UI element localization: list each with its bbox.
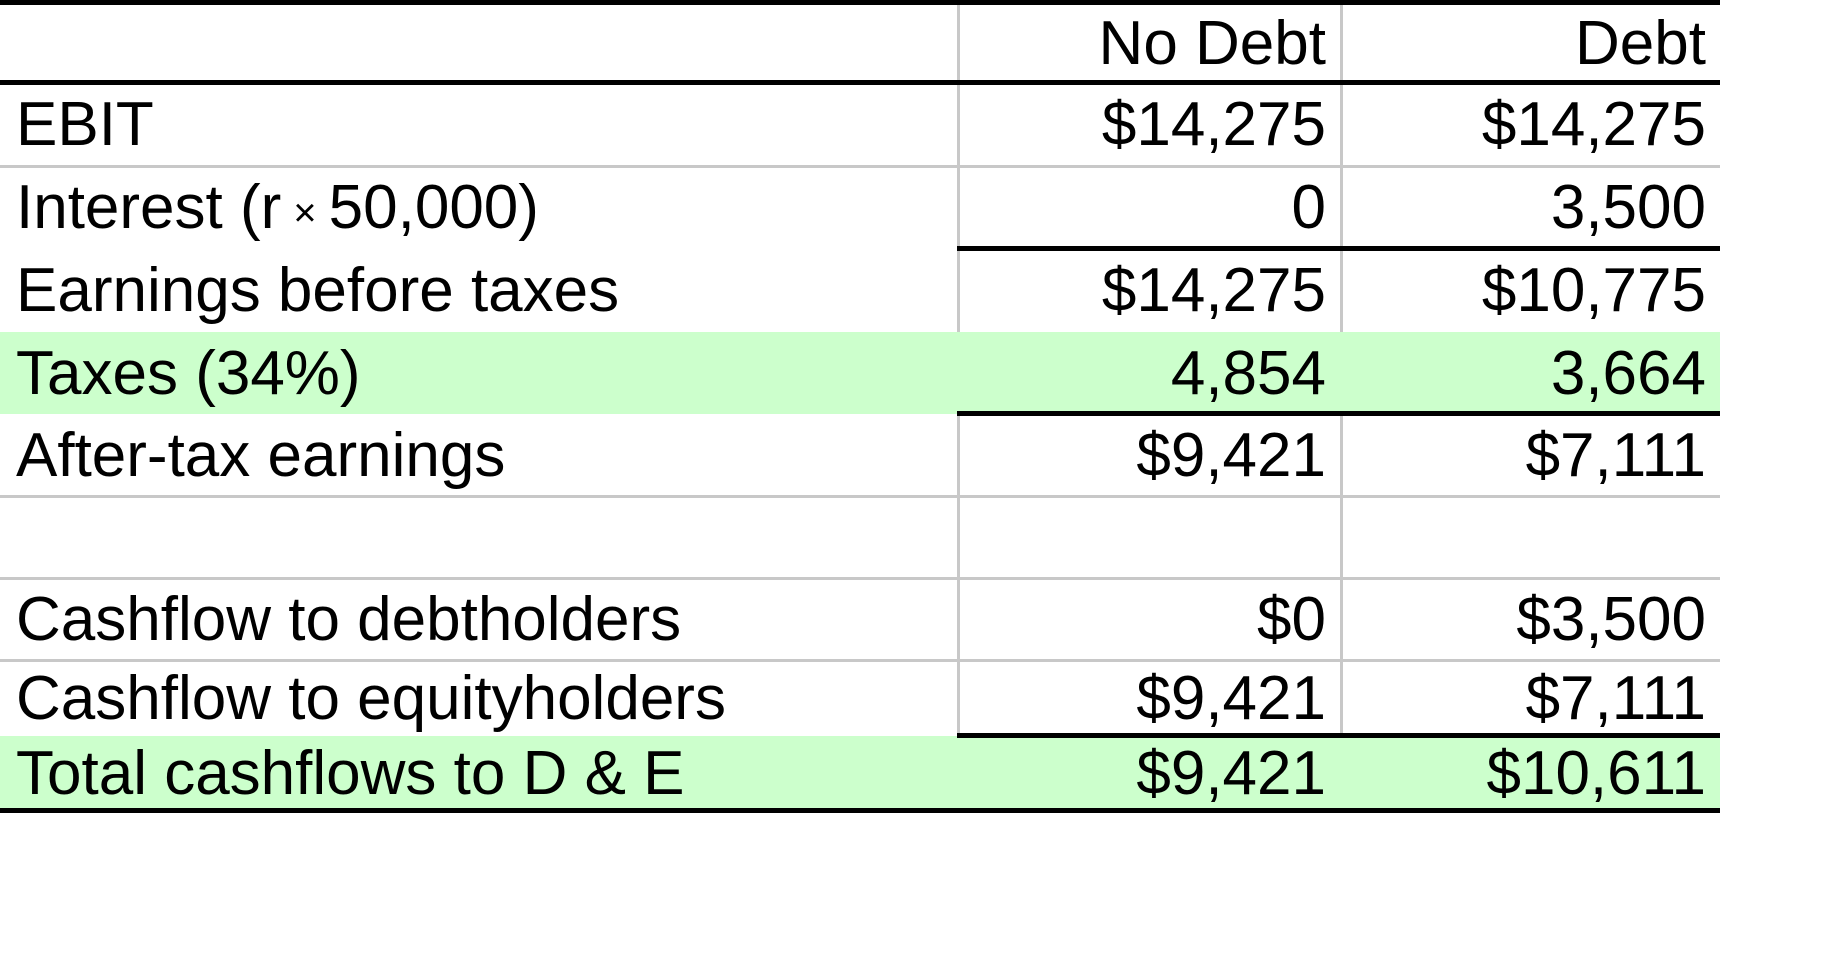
cell-debt: $14,275 xyxy=(1340,82,1720,166)
row-blank xyxy=(0,496,1720,578)
cell-debt: $7,111 xyxy=(1340,414,1720,496)
row-label: EBIT xyxy=(16,89,154,159)
row-label: After-tax earnings xyxy=(16,420,506,490)
cell-no-debt: $9,421 xyxy=(957,736,1340,810)
cell-no-debt: $9,421 xyxy=(957,414,1340,496)
cell-no-debt: 4,854 xyxy=(957,332,1340,414)
gridline xyxy=(0,659,1720,662)
row-label xyxy=(0,496,957,578)
cell-debt: 3,664 xyxy=(1340,332,1720,414)
row-taxes: Taxes (34%) 4,854 3,664 xyxy=(0,332,1720,414)
cashflow-table: No Debt Debt EBIT $14,275 $14,275 Intere… xyxy=(0,0,1720,813)
gridline xyxy=(0,577,1720,580)
row-label: Total cashflows to D & E xyxy=(0,736,957,810)
gridline xyxy=(0,165,1720,168)
cell-debt: $7,111 xyxy=(1340,660,1720,736)
row-cashflow-equityholders: Cashflow to equityholders $9,421 $7,111 xyxy=(0,660,1720,736)
row-cashflow-debtholders: Cashflow to debtholders $0 $3,500 xyxy=(0,578,1720,660)
cell-debt: 3,500 xyxy=(1340,166,1720,248)
row-label: Interest (r × 50,000) xyxy=(0,166,957,248)
header-rule xyxy=(0,80,1720,85)
cell-no-debt: $9,421 xyxy=(957,660,1340,736)
row-label: Cashflow to equityholders xyxy=(16,663,726,733)
row-label: Taxes (34%) xyxy=(0,332,957,414)
cell-no-debt: $14,275 xyxy=(957,248,1340,332)
subtotal-rule xyxy=(957,411,1720,416)
header-debt: Debt xyxy=(1340,4,1720,82)
top-rule xyxy=(0,0,1720,5)
cell-no-debt: $0 xyxy=(957,578,1340,660)
cell-debt: $10,775 xyxy=(1340,248,1720,332)
row-interest: Interest (r × 50,000) 0 3,500 xyxy=(0,166,1720,248)
cell-no-debt xyxy=(957,496,1340,578)
row-after-tax-earnings: After-tax earnings $9,421 $7,111 xyxy=(0,414,1720,496)
row-label: Cashflow to debtholders xyxy=(16,584,682,654)
subtotal-rule xyxy=(957,733,1720,738)
cell-no-debt: 0 xyxy=(957,166,1340,248)
row-total-cashflows: Total cashflows to D & E $9,421 $10,611 xyxy=(0,736,1720,810)
multiply-sign: × xyxy=(293,190,317,235)
cell-debt: $3,500 xyxy=(1340,578,1720,660)
interest-label-prefix: Interest (r xyxy=(16,172,282,242)
header-no-debt: No Debt xyxy=(957,4,1340,82)
interest-label-suffix: 50,000) xyxy=(328,172,539,242)
gridline xyxy=(0,495,1720,498)
header-row: No Debt Debt xyxy=(0,4,1720,82)
row-label: Earnings before taxes xyxy=(16,255,620,325)
cell-no-debt: $14,275 xyxy=(957,82,1340,166)
row-ebit: EBIT $14,275 $14,275 xyxy=(0,82,1720,166)
row-earnings-before-taxes: Earnings before taxes $14,275 $10,775 xyxy=(0,248,1720,332)
cell-debt: $10,611 xyxy=(1340,736,1720,810)
subtotal-rule xyxy=(957,246,1720,251)
cell-debt xyxy=(1340,496,1720,578)
header-label-cell xyxy=(0,4,957,82)
bottom-rule xyxy=(0,808,1720,813)
